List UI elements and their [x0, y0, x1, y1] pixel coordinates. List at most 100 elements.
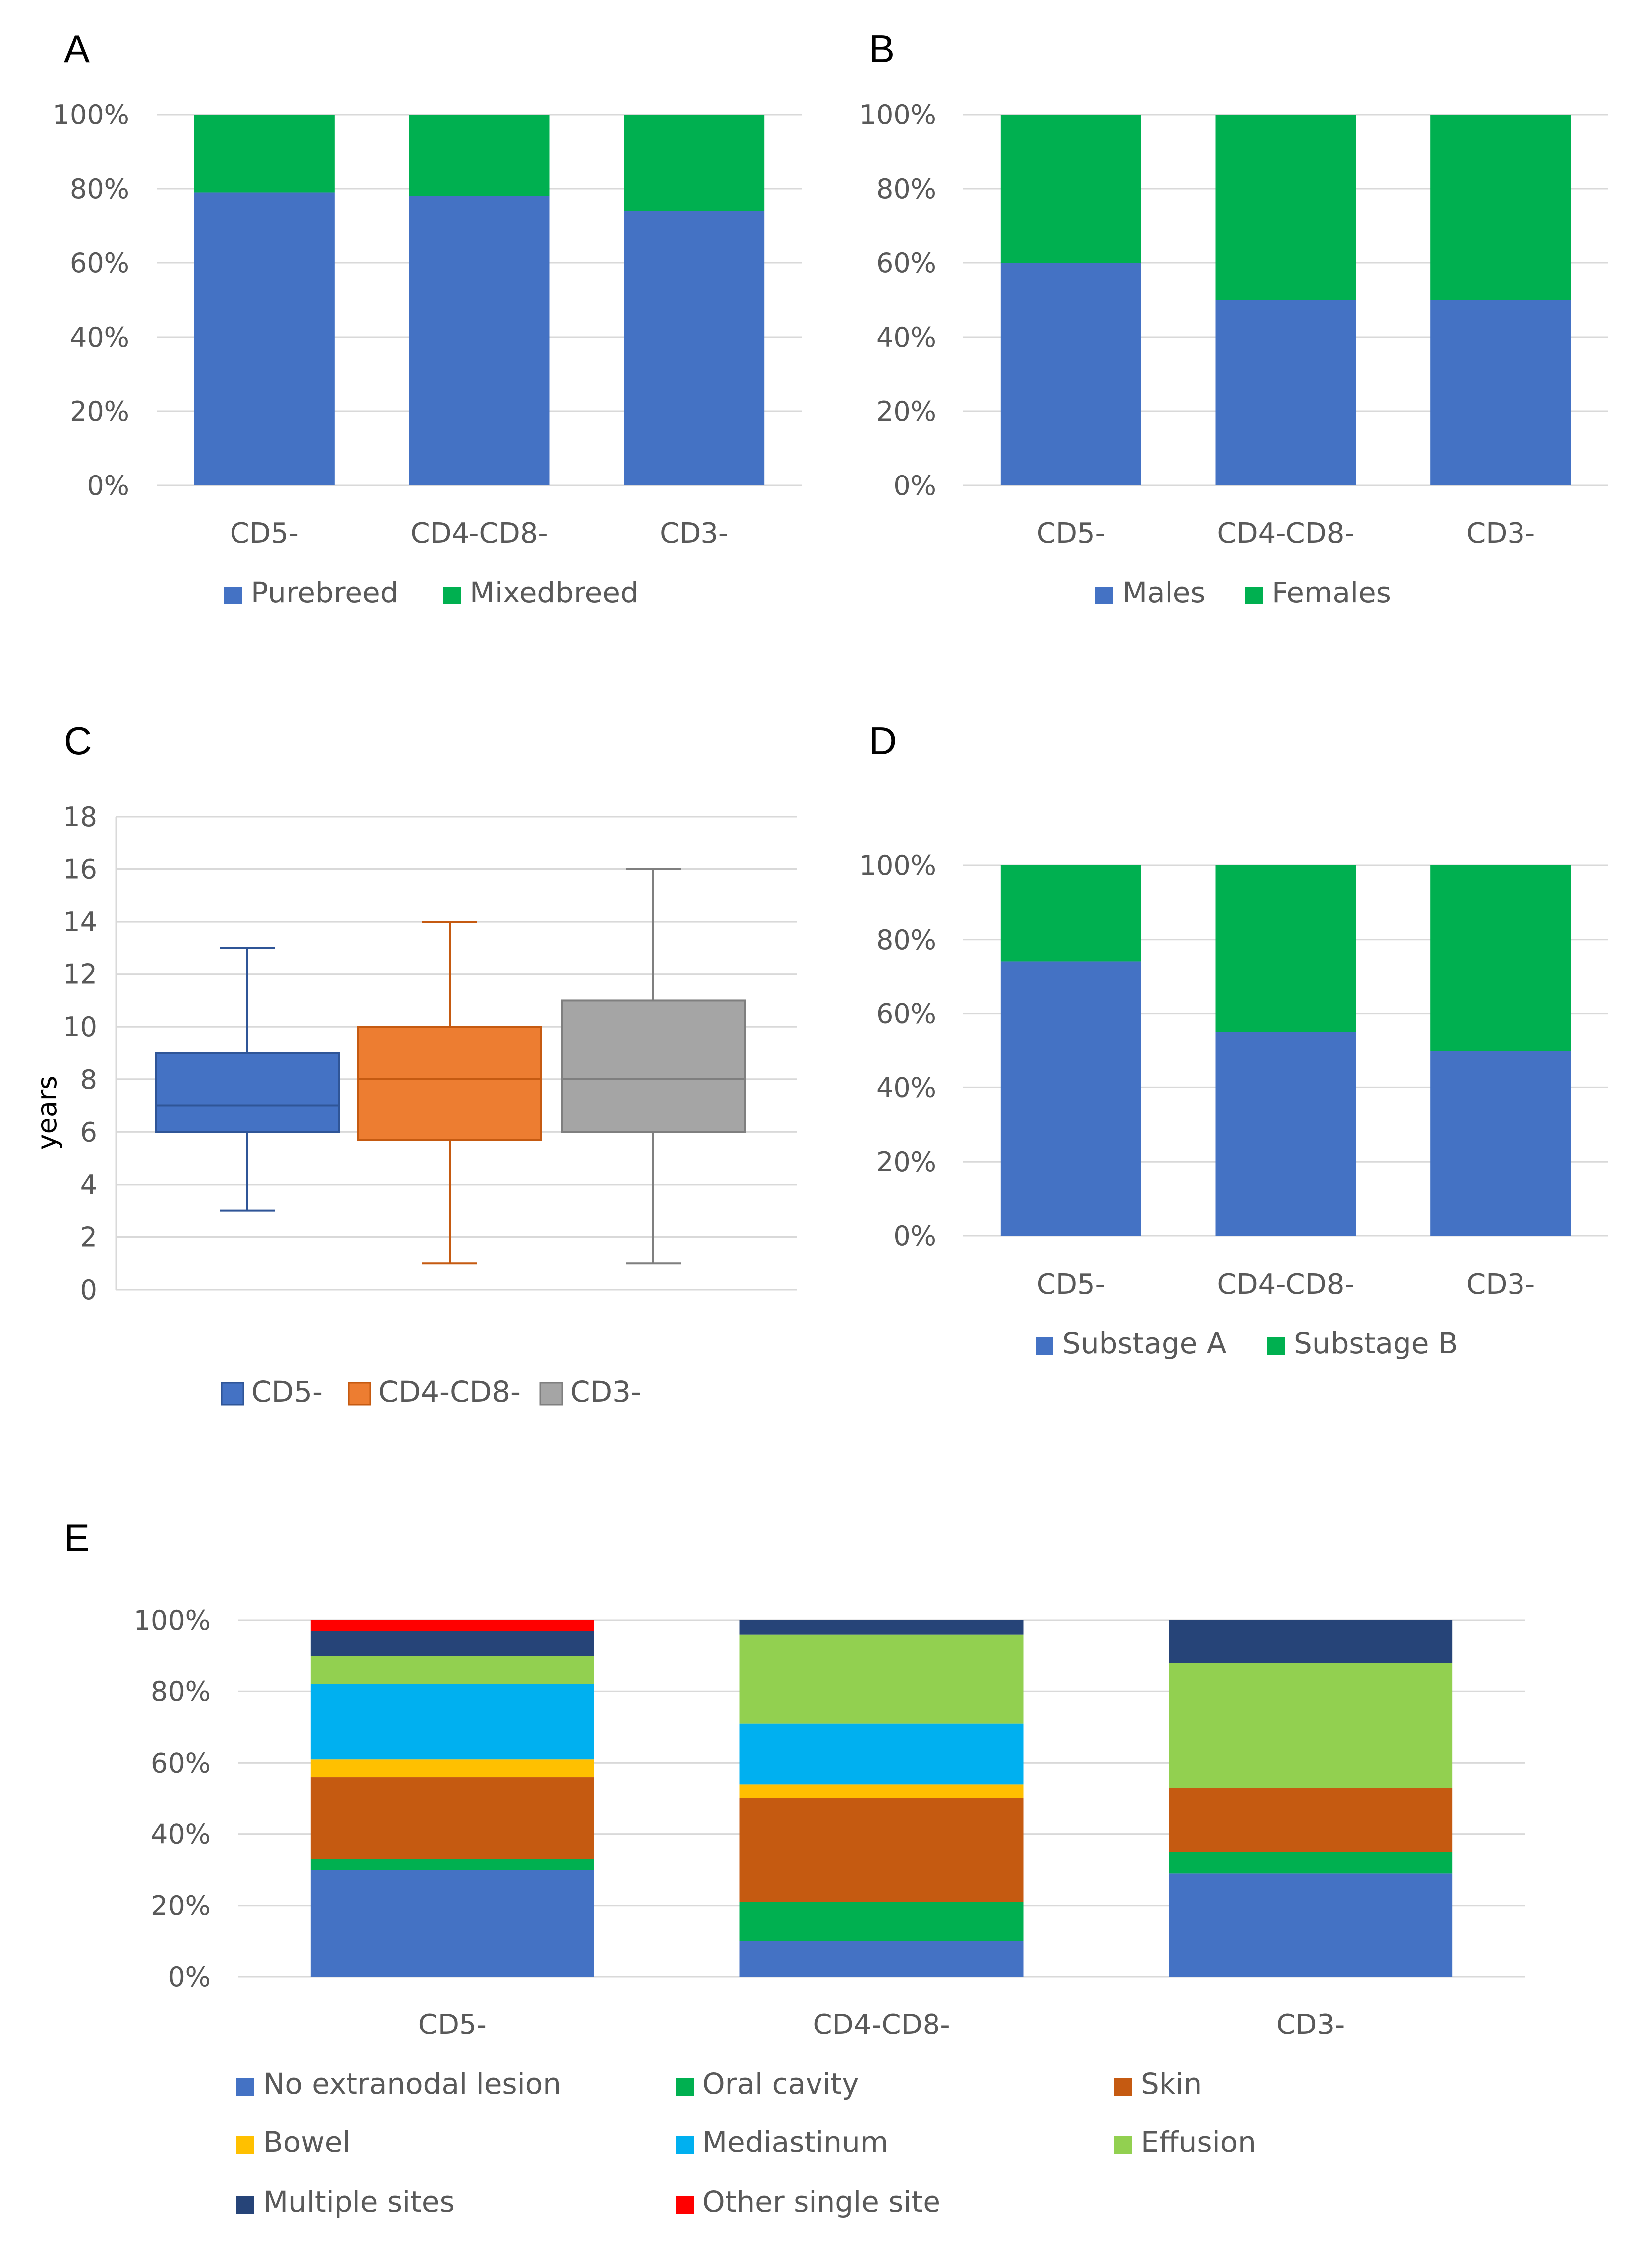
- panel-b-legend-label: Females: [1272, 576, 1391, 609]
- panel-a-bar-purebreed-3: [624, 211, 765, 485]
- panel-a-ytick-label: 60%: [70, 247, 129, 279]
- panel-b-ytick-label: 100%: [859, 99, 936, 130]
- panel-d-bar-substage-a-3: [1430, 1051, 1571, 1236]
- panel-b-category-label: CD4-CD8-: [1217, 517, 1354, 550]
- panel-e-legend-label: Oral cavity: [702, 2067, 859, 2101]
- panel-e-bar-oral-cavity-2: [739, 1902, 1024, 1941]
- panel-b-legend-swatch: [1245, 587, 1263, 604]
- panel-e-bar-oral-cavity-3: [1169, 1852, 1453, 1874]
- panel-a-ytick-label: 100%: [53, 99, 129, 130]
- panel-d-ytick-label: 20%: [876, 1146, 936, 1178]
- panel-c-ytick-label: 10: [63, 1011, 97, 1043]
- panel-a-legend-label: Mixedbreed: [470, 576, 639, 609]
- panel-e-bar-no-extranodal-lesion-2: [739, 1941, 1024, 1977]
- panel-d-legend-label: Substage A: [1062, 1326, 1227, 1360]
- panel-b-ytick-label: 20%: [876, 396, 936, 427]
- panel-e-bar-skin-2: [739, 1798, 1024, 1902]
- panel-b-bar-males-2: [1215, 300, 1356, 485]
- panel-c-ytick-label: 4: [80, 1169, 97, 1200]
- panel-e-legend-label: Bowel: [263, 2125, 351, 2159]
- panel-b-category-label: CD3-: [1466, 517, 1535, 550]
- panel-c-ytick-label: 8: [80, 1064, 97, 1095]
- panel-d-ytick-label: 40%: [876, 1072, 936, 1103]
- panel-b: B 0% 20% 40% 60% 80% 100% CD5- CD4-CD8- CD3- Male…: [859, 27, 1608, 609]
- panel-e-label: E: [64, 1516, 90, 1559]
- panel-d-legend-swatch: [1036, 1337, 1053, 1355]
- panel-e-bar-bowel-2: [739, 1784, 1024, 1798]
- panel-d-category-label: CD5-: [1037, 1268, 1105, 1301]
- panel-e-legend-label: No extranodal lesion: [263, 2067, 561, 2101]
- panel-a-bar-purebreed-1: [194, 192, 335, 485]
- panel-e-bar-mediastinum-1: [310, 1684, 594, 1760]
- panel-c-legend-swatch: [221, 1382, 244, 1406]
- panel-c-ytick-label: 12: [63, 959, 97, 990]
- panel-b-bar-females-3: [1430, 115, 1571, 300]
- panel-e-bar-effusion-3: [1169, 1663, 1453, 1788]
- panel-e-ytick-label: 60%: [151, 1747, 211, 1779]
- panel-e-ytick-label: 40%: [151, 1819, 211, 1850]
- panel-b-legend-label: Males: [1122, 576, 1206, 609]
- panel-b-bar-males-3: [1430, 300, 1571, 485]
- panel-e-legend-label: Skin: [1141, 2067, 1202, 2101]
- panel-e-bar-mediastinum-2: [739, 1723, 1024, 1785]
- panel-a-category-label: CD5-: [230, 517, 299, 550]
- panel-c-legend-swatch: [539, 1382, 563, 1406]
- panel-a-bar-mixedbreed-3: [624, 115, 765, 211]
- panel-e-bar-multiple-sites-1: [310, 1631, 594, 1656]
- panel-d-label: D: [869, 719, 897, 763]
- panel-c-box-1: [155, 1052, 340, 1133]
- panel-a-legend-swatch: [443, 587, 461, 604]
- panel-c-y-axis-title: years: [31, 1076, 63, 1150]
- panel-e-legend-swatch: [236, 2136, 254, 2154]
- panel-a-legend-label: Purebreed: [251, 576, 399, 609]
- panel-d-ytick-label: 60%: [876, 998, 936, 1030]
- panel-e-legend-label: Multiple sites: [263, 2185, 455, 2219]
- panel-e-legend-label: Effusion: [1141, 2125, 1256, 2159]
- panel-a-category-label: CD4-CD8-: [410, 517, 548, 550]
- panel-e-ytick-label: 20%: [151, 1890, 211, 1921]
- panel-b-ytick-label: 0%: [893, 470, 936, 501]
- panel-e-bar-bowel-1: [310, 1759, 594, 1778]
- panel-d-bar-substage-b-2: [1215, 865, 1356, 1032]
- panel-b-label: B: [869, 27, 895, 71]
- panel-d-legend-label: Substage B: [1294, 1326, 1458, 1360]
- panel-b-bar-males-1: [1000, 263, 1141, 485]
- panel-a-ytick-label: 40%: [70, 322, 129, 353]
- panel-d-bar-substage-a-1: [1000, 961, 1141, 1236]
- panel-c-legend-label: CD5-: [251, 1375, 323, 1409]
- panel-d: D 0%20%40%60%80%100%CD5- CD4-CD8- CD3-Subs…: [859, 719, 1608, 1360]
- panel-c-legend-swatch: [348, 1382, 371, 1406]
- panel-e-ytick-label: 100%: [134, 1605, 211, 1636]
- panel-e-legend-swatch: [676, 2078, 694, 2096]
- panel-b-ytick-label: 80%: [876, 173, 936, 205]
- panel-e-ytick-label: 80%: [151, 1676, 211, 1707]
- panel-c-ytick-label: 18: [63, 801, 97, 833]
- panel-e-bar-effusion-1: [310, 1656, 594, 1684]
- panel-c-legend-label: CD4-CD8-: [378, 1375, 521, 1409]
- panel-a-legend-swatch: [224, 587, 242, 604]
- panel-d-bar-substage-a-2: [1215, 1032, 1356, 1236]
- panel-b-ytick-label: 60%: [876, 247, 936, 279]
- panel-e-legend-label: Other single site: [702, 2185, 940, 2219]
- panel-c-box-2: [357, 1026, 542, 1141]
- panel-d-ytick-label: 100%: [859, 850, 936, 881]
- panel-b-bar-females-2: [1215, 115, 1356, 300]
- panel-a-bar-purebreed-2: [409, 196, 550, 485]
- panel-e-legend-swatch: [1114, 2136, 1132, 2154]
- panel-c-legend-label: CD3-: [570, 1375, 641, 1409]
- panel-e-bar-no-extranodal-lesion-3: [1169, 1873, 1453, 1977]
- panel-e-category-label: CD3-: [1276, 2009, 1345, 2041]
- panel-e-bar-skin-1: [310, 1777, 594, 1859]
- panel-b-legend-swatch: [1095, 587, 1113, 604]
- panel-b-ytick-label: 40%: [876, 322, 936, 353]
- panel-c-ytick-label: 14: [63, 906, 97, 938]
- panel-a-ytick-label: 0%: [87, 470, 129, 501]
- panel-a: A 0% 20% 40% 60% 80% 100% CD5- CD4-CD8- CD3- Pure…: [53, 27, 802, 609]
- panel-e: E 0% 20% 40% 60% 80% 100% CD5- CD4-CD8- CD3- No e…: [64, 1516, 1525, 2219]
- panel-e-legend-swatch: [1114, 2078, 1132, 2096]
- panel-d-ytick-label: 0%: [893, 1220, 936, 1252]
- panel-d-ytick-label: 80%: [876, 924, 936, 955]
- panel-c: C 0 2 4 6 8 10 12 14 16 18 years CD5- CD4-CD8- CD3-: [31, 719, 797, 1409]
- panel-e-legend-swatch: [236, 2196, 254, 2214]
